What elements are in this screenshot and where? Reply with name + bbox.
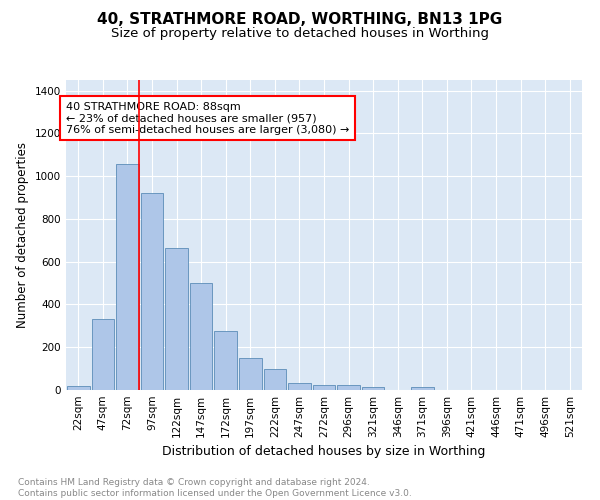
- Bar: [140, 194, 163, 390]
- Bar: [214, 330, 237, 390]
- Bar: [411, 388, 434, 390]
- Bar: [239, 358, 262, 390]
- Bar: [116, 164, 139, 390]
- Bar: [165, 248, 188, 390]
- Y-axis label: Number of detached properties: Number of detached properties: [16, 142, 29, 328]
- Bar: [288, 382, 311, 390]
- Bar: [67, 386, 89, 390]
- Bar: [92, 320, 114, 390]
- Bar: [337, 386, 360, 390]
- Bar: [362, 387, 385, 390]
- X-axis label: Distribution of detached houses by size in Worthing: Distribution of detached houses by size …: [163, 446, 485, 458]
- Text: 40, STRATHMORE ROAD, WORTHING, BN13 1PG: 40, STRATHMORE ROAD, WORTHING, BN13 1PG: [97, 12, 503, 28]
- Text: Contains HM Land Registry data © Crown copyright and database right 2024.
Contai: Contains HM Land Registry data © Crown c…: [18, 478, 412, 498]
- Bar: [313, 386, 335, 390]
- Text: 40 STRATHMORE ROAD: 88sqm
← 23% of detached houses are smaller (957)
76% of semi: 40 STRATHMORE ROAD: 88sqm ← 23% of detac…: [66, 102, 349, 135]
- Bar: [190, 283, 212, 390]
- Bar: [263, 368, 286, 390]
- Text: Size of property relative to detached houses in Worthing: Size of property relative to detached ho…: [111, 28, 489, 40]
